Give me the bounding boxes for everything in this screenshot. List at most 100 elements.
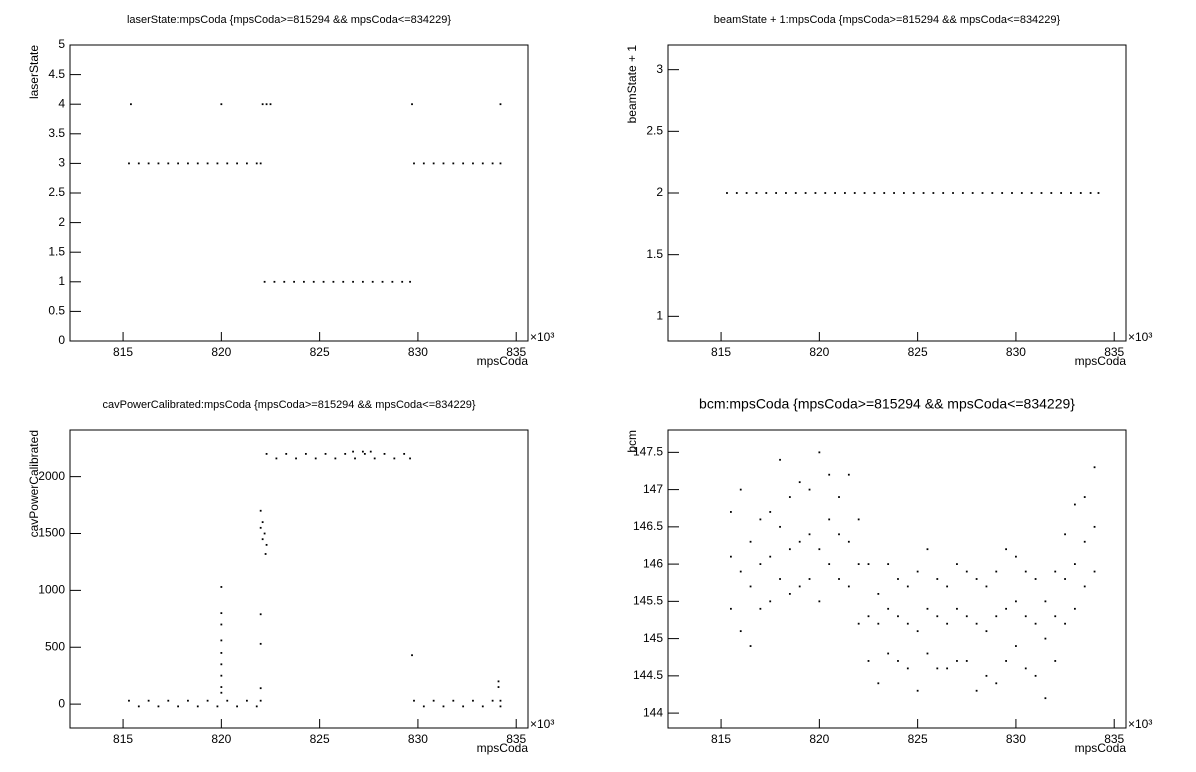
x-tick-label: 825 [310,732,330,746]
marker [794,192,797,194]
x-axis-label: mpsCoda [1075,354,1127,368]
marker [481,705,484,708]
y-tick-label: 0 [58,333,65,347]
marker [975,578,978,580]
y-tick-label: 500 [45,639,65,653]
marker [1093,570,1096,573]
marker [971,192,974,194]
marker [322,280,325,283]
y-tick-label: 0 [58,696,65,710]
y-tick-label: 2.5 [48,185,65,199]
marker [857,518,860,521]
marker [259,613,262,616]
y-tick-label: 146.5 [633,519,663,533]
y-tick-label: 2 [58,215,65,229]
marker [726,192,728,194]
marker [220,652,223,654]
marker [261,103,264,106]
marker [1064,622,1066,625]
x-tick-label: 830 [1006,345,1026,359]
marker [1030,192,1033,194]
marker [264,553,267,555]
y-tick-label: 3 [656,62,663,76]
marker [956,607,958,610]
y-axis-label: beamState + 1 [625,45,639,124]
y-tick-label: 4 [58,96,65,110]
marker [867,615,870,618]
marker [1005,607,1007,610]
marker [403,452,406,455]
marker [137,705,140,708]
marker [834,192,836,194]
marker [824,192,827,194]
marker [1073,607,1076,610]
marker [1034,622,1037,625]
x-tick-label: 830 [408,345,428,359]
marker [779,578,781,580]
marker [965,660,968,662]
x-tick-label: 815 [711,732,731,746]
marker [916,570,919,573]
marker [344,452,347,455]
marker [995,615,998,618]
marker [413,699,415,702]
marker [265,543,268,546]
marker [814,192,817,194]
marker [798,585,801,588]
marker [269,103,272,106]
y-tick-label: 0.5 [48,304,65,318]
x-multiplier: ×10³ [530,330,554,344]
marker [991,192,994,194]
x-tick-label: 815 [113,345,133,359]
marker [371,280,374,283]
marker [808,488,811,491]
y-tick-label: 2.5 [646,124,663,138]
marker [735,192,738,194]
x-tick-label: 835 [506,345,526,359]
marker [1034,674,1037,677]
marker [259,699,262,702]
marker [409,280,411,283]
marker [187,162,189,165]
marker [259,642,262,645]
marker [749,645,752,647]
marker [1050,192,1053,194]
marker [828,518,831,521]
marker [246,699,248,702]
marker [1005,660,1007,662]
y-tick-label: 3 [58,156,65,170]
marker [354,457,356,460]
y-tick-label: 1000 [38,583,65,597]
marker [985,585,988,588]
marker [491,699,494,702]
marker [1015,645,1017,647]
marker [196,162,199,165]
marker [177,705,180,708]
marker [236,705,238,708]
marker [130,103,132,106]
marker [995,570,998,573]
marker [922,192,925,194]
marker [745,192,748,194]
marker [942,192,945,194]
marker [442,162,445,165]
marker [352,450,354,453]
marker [946,622,949,625]
marker [847,585,850,588]
marker [1044,600,1047,603]
marker [902,192,905,194]
marker [216,705,219,708]
marker [926,548,929,551]
marker [1024,615,1027,618]
marker [1064,578,1066,580]
marker [411,103,413,106]
marker [1040,192,1043,194]
y-tick-label: 144.5 [633,668,663,682]
x-tick-label: 835 [1104,345,1124,359]
marker [147,699,150,702]
marker [442,705,445,708]
marker [422,705,425,708]
marker [220,639,223,642]
marker [413,162,415,165]
y-tick-label: 1500 [38,526,65,540]
